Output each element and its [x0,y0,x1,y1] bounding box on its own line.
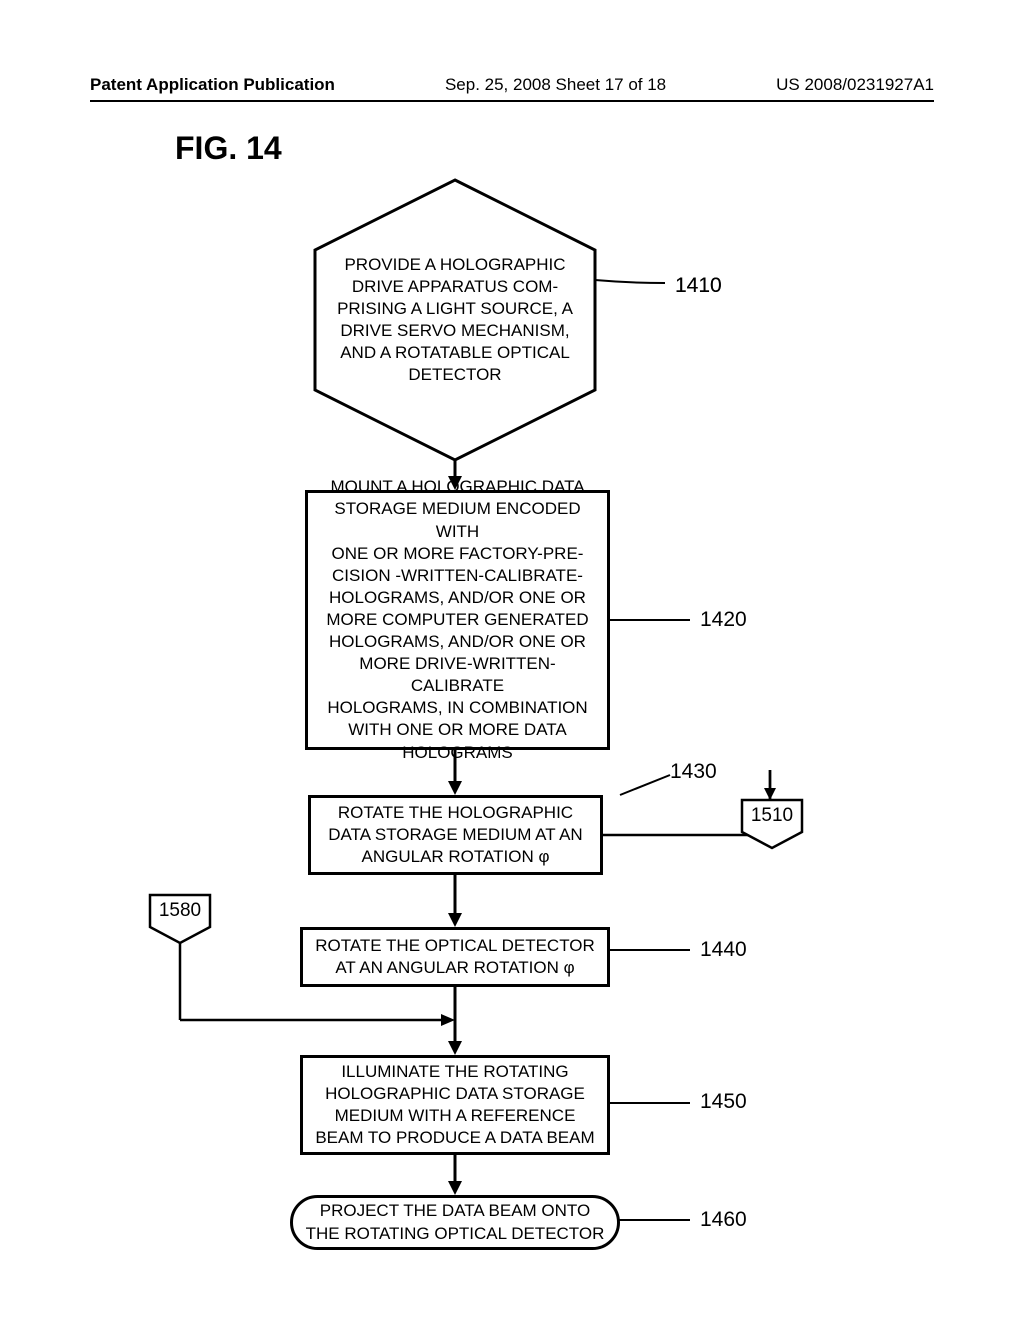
box-1440-text: ROTATE THE OPTICAL DETECTOR AT AN ANGULA… [315,935,595,979]
ref-1430: 1430 [670,760,717,784]
box-1430-text: ROTATE THE HOLOGRAPHIC DATA STORAGE MEDI… [328,802,582,868]
page-header: Patent Application Publication Sep. 25, … [90,75,934,95]
box-1460: PROJECT THE DATA BEAM ONTO THE ROTATING … [290,1195,620,1250]
figure-label: FIG. 14 [175,130,282,167]
ref-1460: 1460 [700,1208,747,1232]
box-1430: ROTATE THE HOLOGRAPHIC DATA STORAGE MEDI… [308,795,603,875]
box-1420-text: MOUNT A HOLOGRAPHIC DATA STORAGE MEDIUM … [320,476,595,763]
leadline-1410 [595,280,665,283]
ref-1410b: 1410 [675,274,722,298]
hexagon-text-content: PROVIDE A HOLOGRAPHIC DRIVE APPARATUS CO… [337,254,573,387]
ref-1420: 1420 [700,608,747,632]
hexagon-text: PROVIDE A HOLOGRAPHIC DRIVE APPARATUS CO… [320,250,590,390]
connector-1510-label: 1510 [742,805,802,827]
ref-1450: 1450 [700,1090,747,1114]
box-1450: ILLUMINATE THE ROTATING HOLOGRAPHIC DATA… [300,1055,610,1155]
connector-1580-label: 1580 [150,900,210,922]
ref-1440: 1440 [700,938,747,962]
box-1440: ROTATE THE OPTICAL DETECTOR AT AN ANGULA… [300,927,610,987]
header-left: Patent Application Publication [90,75,335,95]
header-right: US 2008/0231927A1 [776,75,934,95]
box-1450-text: ILLUMINATE THE ROTATING HOLOGRAPHIC DATA… [315,1061,594,1149]
box-1460-text: PROJECT THE DATA BEAM ONTO THE ROTATING … [306,1200,605,1244]
header-center: Sep. 25, 2008 Sheet 17 of 18 [445,75,666,95]
box-1420: MOUNT A HOLOGRAPHIC DATA STORAGE MEDIUM … [305,490,610,750]
